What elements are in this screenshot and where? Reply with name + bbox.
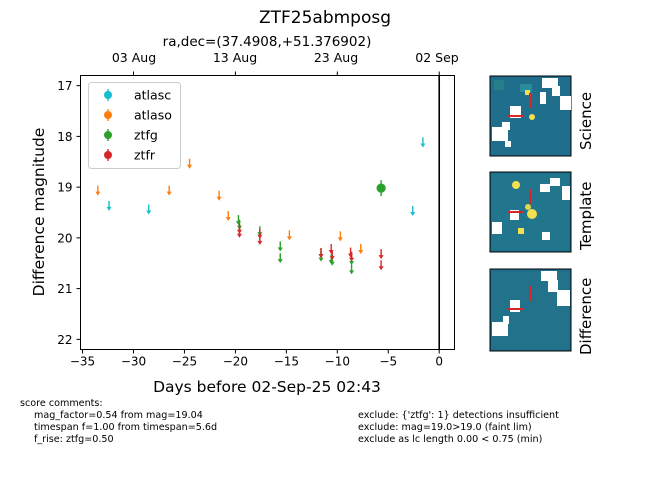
upper-limit-marker bbox=[216, 196, 222, 201]
y-tick-label: 21 bbox=[57, 282, 72, 296]
upper-limit-marker bbox=[236, 233, 242, 238]
legend-marker bbox=[104, 151, 112, 159]
series-atlasc bbox=[106, 137, 426, 216]
x-tick-label: −10 bbox=[325, 355, 350, 369]
score-comment-line: mag_factor=0.54 from mag=19.04 bbox=[34, 410, 203, 421]
chart-title: ZTF25abmposg bbox=[258, 8, 392, 28]
x-axis-label: Days before 02-Sep-25 02:43 bbox=[153, 378, 381, 396]
legend-marker bbox=[104, 111, 112, 119]
x-tick-label: −35 bbox=[70, 355, 95, 369]
upper-limit-marker bbox=[277, 247, 283, 252]
upper-limit-marker bbox=[286, 236, 292, 241]
score-comments: score comments: mag_factor=0.54 from mag=… bbox=[20, 398, 217, 446]
legend-label: atlasc bbox=[134, 88, 171, 103]
cutout-label-template: Template bbox=[577, 181, 595, 250]
chart-subtitle: ra,dec=(37.4908,+51.376902) bbox=[162, 34, 372, 50]
series-ztfg bbox=[235, 215, 355, 275]
upper-limit-marker bbox=[257, 240, 263, 245]
plot-frame bbox=[80, 75, 455, 350]
upper-limit-marker bbox=[329, 261, 335, 266]
upper-limit-marker bbox=[349, 257, 355, 262]
x-tick-label: 0 bbox=[435, 355, 443, 369]
upper-limit-marker bbox=[146, 210, 152, 215]
exclusion-line: exclude: mag=19.0>19.0 (faint lim) bbox=[358, 422, 532, 433]
upper-limit-marker bbox=[378, 255, 384, 260]
series-atlaso bbox=[95, 158, 364, 255]
upper-limit-marker bbox=[348, 253, 354, 258]
upper-limit-marker bbox=[166, 191, 172, 196]
legend-label: atlaso bbox=[134, 108, 172, 123]
cutout-template bbox=[489, 171, 572, 253]
y-tick-label: 18 bbox=[57, 130, 72, 144]
y-tick-label: 17 bbox=[57, 79, 72, 93]
legend-label: ztfr bbox=[134, 148, 156, 163]
x-tick-label: −5 bbox=[379, 355, 397, 369]
upper-limit-marker bbox=[358, 250, 364, 255]
upper-limit-marker bbox=[410, 211, 416, 216]
upper-limit-marker bbox=[349, 270, 355, 275]
x-tick-label: −30 bbox=[121, 355, 146, 369]
x-tick-label: −20 bbox=[223, 355, 248, 369]
upper-limit-marker bbox=[235, 221, 241, 226]
cutout-label-science: Science bbox=[577, 91, 595, 150]
legend-label: ztfg bbox=[134, 128, 158, 143]
score-comments-heading: score comments: bbox=[20, 398, 103, 409]
y-tick-label: 19 bbox=[57, 181, 72, 195]
cutout-label-difference: Difference bbox=[577, 277, 595, 355]
upper-limit-marker bbox=[225, 217, 231, 222]
y-axis-label: Difference magnitude bbox=[30, 128, 48, 297]
upper-limit-marker bbox=[106, 206, 112, 211]
upper-limit-marker bbox=[378, 266, 384, 271]
top-axis-tick-label: 02 Sep bbox=[415, 50, 459, 65]
top-axis-tick-label: 03 Aug bbox=[111, 50, 157, 65]
upper-limit-marker bbox=[187, 164, 193, 169]
x-tick-label: −25 bbox=[172, 355, 197, 369]
upper-limit-marker bbox=[349, 261, 355, 266]
y-tick-label: 22 bbox=[57, 333, 72, 347]
exclusion-line: exclude: {'ztfg': 1} detections insuffic… bbox=[358, 410, 559, 421]
cutout-science bbox=[489, 75, 572, 157]
legend-marker bbox=[104, 131, 112, 139]
upper-limit-marker bbox=[318, 254, 324, 259]
exclusion-notes: exclude: {'ztfg': 1} detections insuffic… bbox=[358, 410, 559, 446]
top-axis-tick-label: 13 Aug bbox=[212, 50, 258, 65]
cutout-difference bbox=[489, 268, 572, 352]
y-tick-label: 20 bbox=[57, 231, 72, 245]
detection-point bbox=[376, 183, 386, 193]
legend-marker bbox=[104, 91, 112, 99]
series-ztfr bbox=[236, 223, 384, 271]
upper-limit-marker bbox=[329, 256, 335, 261]
upper-limit-marker bbox=[318, 257, 324, 262]
top-axis-tick-label: 23 Aug bbox=[313, 50, 359, 65]
exclusion-line: exclude as lc length 0.00 < 0.75 (min) bbox=[358, 434, 543, 445]
upper-limit-marker bbox=[420, 143, 426, 148]
series-ztfg bbox=[376, 180, 386, 197]
legend: atlasc atlaso ztfg ztfr bbox=[88, 82, 181, 169]
score-comment-line: timespan f=1.00 from timespan=5.6d bbox=[34, 422, 218, 433]
upper-limit-marker bbox=[277, 259, 283, 264]
score-comment-line: f_rise: ztfg=0.50 bbox=[34, 434, 114, 445]
upper-limit-marker bbox=[328, 250, 334, 255]
x-tick-label: −15 bbox=[274, 355, 299, 369]
upper-limit-marker bbox=[95, 191, 101, 196]
upper-limit-marker bbox=[337, 237, 343, 242]
legend-box bbox=[88, 82, 181, 169]
